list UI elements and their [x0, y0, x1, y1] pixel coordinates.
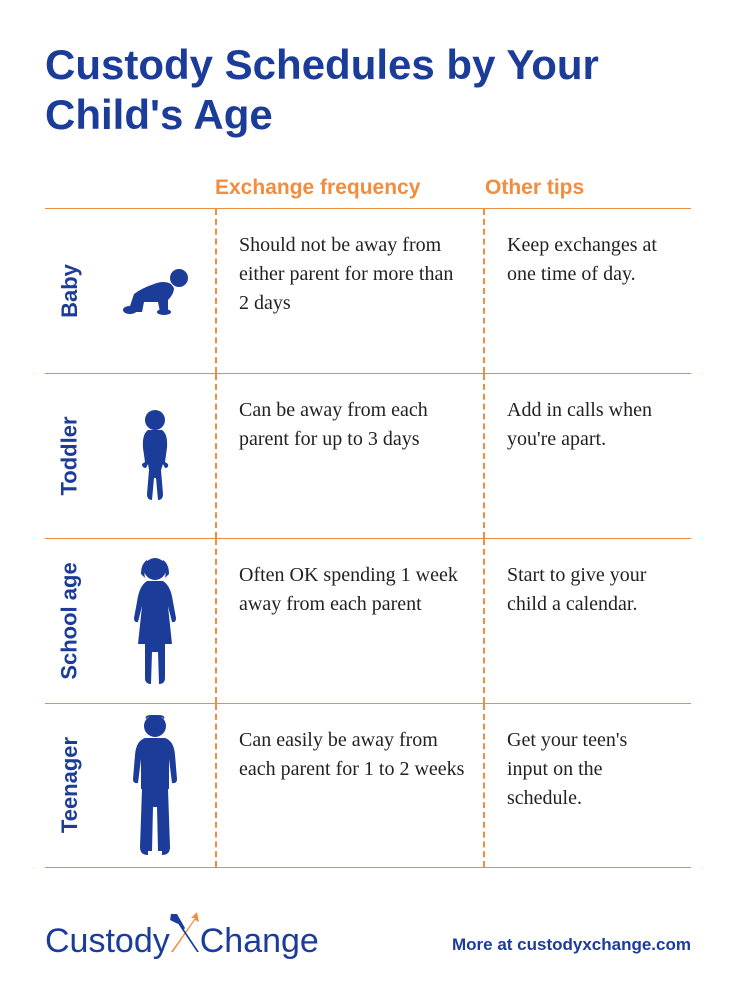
age-icon-cell [95, 209, 215, 373]
table-row: Baby Should not be away from either pare… [45, 208, 691, 373]
footer: Custody Change More at custodyxchange.co… [45, 912, 691, 961]
tips-cell: Keep exchanges at one time of day. [485, 209, 691, 373]
age-label-cell: Baby [45, 209, 95, 373]
footer-link: More at custodyxchange.com [452, 935, 691, 961]
age-label-cell: Teenager [45, 704, 95, 867]
age-icon-cell [95, 539, 215, 703]
schoolage-girl-icon [123, 556, 188, 686]
age-label: School age [57, 562, 83, 679]
frequency-cell: Should not be away from either parent fo… [215, 209, 485, 373]
table-row: Toddler Can be away from each parent for… [45, 373, 691, 538]
header-tips: Other tips [485, 176, 584, 200]
table-row: Teenager Can easily be away from each pa… [45, 703, 691, 868]
frequency-cell: Can easily be away from each parent for … [215, 704, 485, 867]
column-headers: Exchange frequency Other tips [215, 176, 691, 200]
logo-text-change: Change [200, 922, 319, 961]
teenager-standing-icon [124, 713, 186, 858]
logo-x-icon [167, 912, 203, 952]
frequency-cell: Can be away from each parent for up to 3… [215, 374, 485, 538]
baby-crawling-icon [116, 266, 194, 316]
logo: Custody Change [45, 912, 319, 961]
age-label: Toddler [57, 416, 83, 495]
tips-cell: Add in calls when you're apart. [485, 374, 691, 538]
age-icon-cell [95, 374, 215, 538]
age-label-cell: School age [45, 539, 95, 703]
header-frequency: Exchange frequency [215, 176, 485, 200]
frequency-cell: Often OK spending 1 week away from each … [215, 539, 485, 703]
age-label: Baby [57, 264, 83, 318]
tips-cell: Start to give your child a calendar. [485, 539, 691, 703]
age-label-cell: Toddler [45, 374, 95, 538]
table-body: Baby Should not be away from either pare… [45, 208, 691, 868]
tips-cell: Get your teen's input on the schedule. [485, 704, 691, 867]
logo-text-custody: Custody [45, 922, 170, 961]
age-icon-cell [95, 704, 215, 867]
page-title: Custody Schedules by Your Child's Age [45, 40, 691, 141]
age-label: Teenager [57, 737, 83, 833]
toddler-standing-icon [130, 408, 180, 503]
table-row: School age Often OK spending 1 week away… [45, 538, 691, 703]
